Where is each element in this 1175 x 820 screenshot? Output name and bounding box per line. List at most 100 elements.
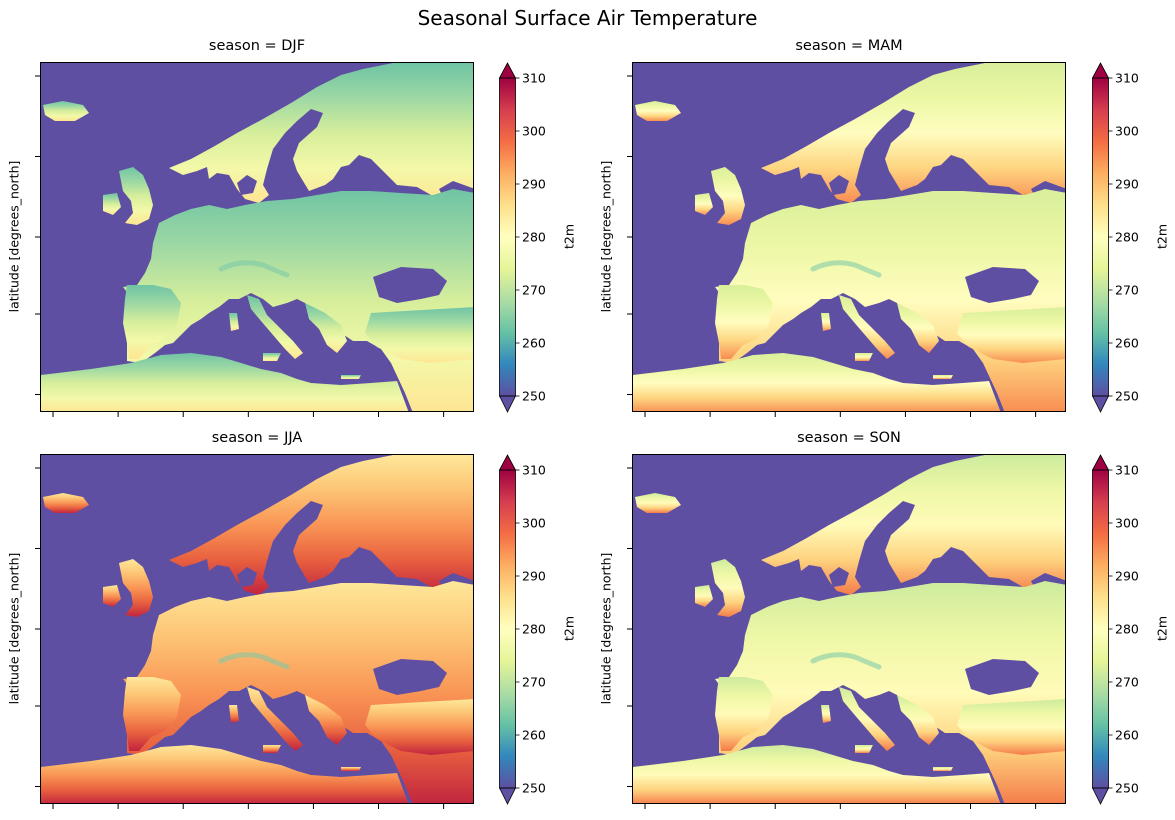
- land-area: [229, 705, 239, 723]
- land-area: [635, 101, 681, 121]
- land-area: [933, 375, 953, 379]
- mountain-ridge: [218, 260, 290, 278]
- land-area: [897, 303, 939, 353]
- land-area: [103, 193, 121, 215]
- colorbar-extend-min: [1092, 787, 1110, 805]
- land-area: [169, 63, 473, 203]
- panel-title: season = DJF: [208, 38, 306, 54]
- mountain-ridge: [810, 260, 882, 278]
- land-area: [761, 63, 1065, 203]
- mountain-ridge: [810, 652, 882, 670]
- land-area: [711, 167, 745, 225]
- colorbar-tick-label: 270: [522, 283, 546, 298]
- colorbar-tick-label: 310: [522, 463, 546, 478]
- figure-title: Seasonal Surface Air Temperature: [417, 6, 758, 30]
- colorbar-tick-label: 290: [1115, 569, 1139, 584]
- land-area: [247, 687, 303, 751]
- colorbar-tick-label: 300: [1115, 124, 1139, 139]
- x-axis-ticks: [644, 804, 1037, 809]
- y-axis-ticks: [35, 467, 40, 787]
- land-area: [761, 455, 1065, 595]
- land-area: [635, 493, 681, 513]
- colorbar-tick-label: 260: [522, 728, 546, 743]
- land-area: [123, 581, 473, 803]
- land-area: [119, 167, 153, 225]
- colorbar-tick-label: 290: [522, 569, 546, 584]
- land-area: [715, 189, 1065, 411]
- temperature-map: [40, 62, 474, 412]
- inland-sea: [965, 267, 1039, 303]
- land-area: [365, 307, 473, 363]
- x-axis-ticks: [644, 412, 1037, 417]
- inland-sea: [965, 659, 1039, 695]
- colorbar-label: t2m: [1154, 223, 1170, 250]
- y-axis-ticks: [627, 75, 632, 395]
- colorbar-extend-max: [499, 454, 517, 471]
- colorbar-tick-label: 290: [522, 177, 546, 192]
- y-axis-ticks: [35, 75, 40, 395]
- colorbar-tick-label: 270: [1115, 675, 1139, 690]
- temperature-map: [40, 454, 474, 804]
- colorbar-tick-label: 260: [1115, 336, 1139, 351]
- colorbar: 250 260 270 280 290 300 310: [1092, 454, 1139, 805]
- inland-sea: [373, 267, 447, 303]
- land-area: [41, 353, 409, 411]
- land-area: [695, 193, 713, 215]
- colorbar-label: t2m: [561, 615, 577, 642]
- land-area: [695, 585, 713, 607]
- colorbar-label: t2m: [1154, 615, 1170, 642]
- land-area: [123, 285, 181, 359]
- land-area: [957, 307, 1065, 363]
- land-area: [103, 585, 121, 607]
- colorbar-tick-label: 280: [1115, 230, 1139, 245]
- land-area: [305, 695, 347, 745]
- colorbar-gradient: [1092, 470, 1109, 788]
- land-area: [715, 677, 773, 751]
- colorbar-tick-label: 270: [522, 675, 546, 690]
- colorbar-tick-label: 260: [1115, 728, 1139, 743]
- land-area: [263, 745, 281, 753]
- map-canvas: [633, 63, 1065, 411]
- colorbar-tick-label: 310: [522, 71, 546, 86]
- colorbar-tick-label: 310: [1115, 463, 1139, 478]
- land-area: [43, 101, 89, 121]
- colorbar-tick-label: 250: [1115, 389, 1139, 404]
- land-area: [119, 559, 153, 617]
- inland-sea: [237, 175, 257, 195]
- colorbar: 250 260 270 280 290 300 310: [499, 454, 546, 805]
- inland-sea: [829, 175, 849, 195]
- colorbar-tick-label: 280: [522, 230, 546, 245]
- colorbar-tick-label: 300: [522, 516, 546, 531]
- land-area: [229, 313, 239, 331]
- x-axis-ticks: [52, 804, 445, 809]
- colorbar-extend-max: [1092, 62, 1110, 79]
- land-area: [305, 303, 347, 353]
- y-axis-label: latitude [degrees_north]: [598, 160, 614, 313]
- land-area: [839, 687, 895, 751]
- map-canvas: [633, 455, 1065, 803]
- colorbar-tick-label: 310: [1115, 71, 1139, 86]
- land-area: [341, 767, 361, 771]
- inland-sea: [237, 567, 257, 587]
- land-area: [855, 745, 873, 753]
- y-axis-ticks: [627, 467, 632, 787]
- colorbar-tick-label: 290: [1115, 177, 1139, 192]
- colorbar-tick-label: 250: [522, 389, 546, 404]
- colorbar-gradient: [499, 78, 516, 396]
- colorbar-tick-label: 300: [1115, 516, 1139, 531]
- colorbar-tick-label: 260: [522, 336, 546, 351]
- colorbar-extend-min: [499, 395, 517, 413]
- inland-sea: [373, 659, 447, 695]
- colorbar-extend-max: [1092, 454, 1110, 471]
- y-axis-label: latitude [degrees_north]: [6, 552, 22, 705]
- land-area: [341, 375, 361, 379]
- colorbar-tick-label: 300: [522, 124, 546, 139]
- map-canvas: [41, 455, 473, 803]
- colorbar: 250 260 270 280 290 300 310: [499, 62, 546, 413]
- colorbar-tick-label: 270: [1115, 283, 1139, 298]
- temperature-map: [632, 454, 1066, 804]
- mountain-ridge: [218, 652, 290, 670]
- land-area: [821, 705, 831, 723]
- colorbar-label: t2m: [561, 223, 577, 250]
- colorbar-tick-label: 250: [1115, 781, 1139, 796]
